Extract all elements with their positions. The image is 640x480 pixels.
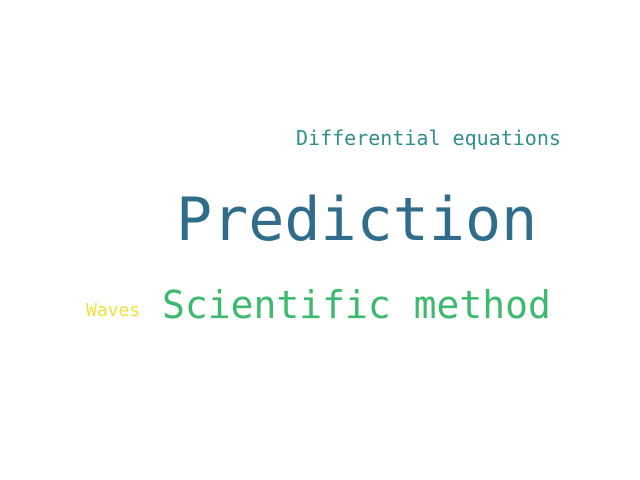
word-scientific-method: Scientific method bbox=[162, 283, 551, 327]
word-differential-equations: Differential equations bbox=[296, 126, 561, 150]
word-prediction: Prediction bbox=[176, 185, 538, 255]
word-waves: Waves bbox=[86, 300, 141, 321]
